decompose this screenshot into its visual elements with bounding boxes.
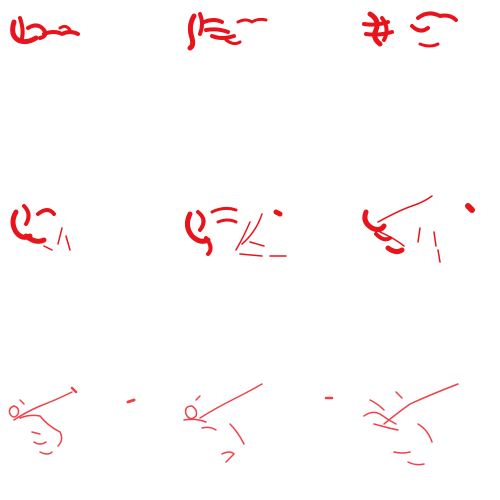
stroke [23,233,47,244]
stroke [383,383,459,425]
stroke [374,232,392,242]
stroke [39,451,53,455]
stroke [198,12,204,36]
stroke [22,204,31,226]
stroke [58,24,72,32]
stroke [10,19,39,45]
stroke [364,30,394,37]
stroke [201,426,217,431]
stroke [199,383,263,419]
stroke [417,227,421,243]
stroke [418,42,440,48]
stroke [380,16,389,42]
stroke [433,231,437,247]
stroke [202,18,224,24]
stroke [57,227,63,245]
stroke [70,386,78,394]
stroke [187,13,197,51]
stroke [241,213,263,245]
stroke [19,399,25,405]
stroke [216,218,238,224]
stroke [373,423,399,431]
stroke [204,236,213,256]
stroke [183,418,207,423]
panel-r1c2 [187,12,268,51]
stroke [385,245,405,255]
stroke [184,211,211,244]
stroke [126,398,136,404]
stroke [184,405,198,420]
stroke [229,423,245,445]
stroke [369,399,385,411]
stroke [235,221,251,251]
stroke [18,16,25,40]
panel-r1c3 [362,11,458,48]
stroke [195,395,201,401]
stroke [26,23,48,40]
stroke [204,27,230,34]
stroke [239,253,263,257]
stroke [363,411,397,425]
stroke [465,203,475,213]
stroke [437,249,441,263]
stroke [42,30,80,36]
stroke [224,38,242,46]
stroke [196,210,206,232]
stroke [273,209,283,217]
stroke [407,461,425,466]
panel-r3c1 [8,386,136,455]
stroke [367,11,383,47]
stroke [31,431,41,435]
stroke [417,423,433,443]
panel-r1c1 [10,16,80,45]
stroke [395,391,403,399]
panel-r3c3 [363,383,459,466]
panel-r2c1 [10,204,71,251]
stroke [379,231,405,247]
stroke [416,11,458,22]
stroke [210,206,238,214]
panel-r2c3 [362,195,475,263]
panel-r2c2 [184,206,287,257]
stroke [236,17,268,24]
stroke [36,208,56,216]
stroke [210,34,236,40]
stroke [393,451,411,454]
stroke [377,195,433,223]
stroke [362,209,387,233]
stroke [249,241,265,247]
stroke [33,441,47,445]
stroke [8,405,20,418]
panel-r3c2 [183,383,334,463]
stroke [65,235,71,251]
stroke [410,24,430,33]
stroke [43,245,53,251]
stroke [221,451,235,463]
stroke [13,391,73,421]
stroke [19,414,63,447]
